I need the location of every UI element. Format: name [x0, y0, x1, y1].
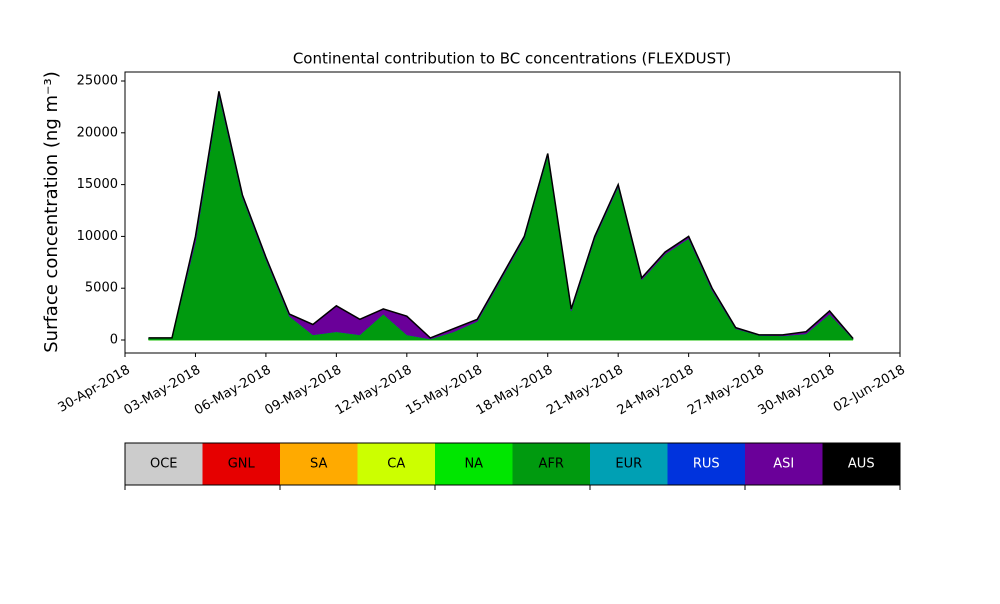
total-outline: [148, 91, 854, 339]
legend-label: SA: [310, 457, 327, 472]
x-tick-label: 02-Jun-2018: [831, 363, 908, 416]
legend-label: AFR: [539, 457, 564, 472]
y-axis-label: Surface concentration (ng m⁻³): [41, 71, 62, 353]
x-tick-label: 30-Apr-2018: [56, 363, 133, 416]
legend-ticks: [124, 485, 901, 490]
y-tick-label: 25000: [77, 74, 118, 89]
legend: OCE GNL SA CA NA AFR EUR RUS ASI AUS: [125, 443, 900, 485]
x-tick-label: 03-May-2018: [122, 363, 204, 419]
legend-label: OCE: [150, 457, 178, 472]
legend-swatch: [667, 443, 745, 485]
legend-swatch: [590, 443, 668, 485]
x-tick-label: 30-May-2018: [756, 363, 838, 419]
area: [148, 94, 854, 341]
legend-swatch: [280, 443, 358, 485]
legend-label: CA: [387, 457, 405, 472]
x-tick-label: 18-May-2018: [474, 363, 556, 419]
y-tick-label: 5000: [85, 281, 118, 296]
legend-swatch: [745, 443, 823, 485]
x-tick-label: 15-May-2018: [403, 363, 485, 419]
y-tick-label: 15000: [77, 177, 118, 192]
x-tick-label: 06-May-2018: [192, 363, 274, 419]
legend-label: AUS: [848, 457, 875, 472]
y-tick-label: 0: [110, 332, 118, 347]
legend-swatch: [435, 443, 513, 485]
plot-area: [148, 91, 854, 341]
x-tick-label: 21-May-2018: [544, 363, 626, 419]
x-tick-label: 09-May-2018: [262, 363, 344, 419]
x-tick-label: 27-May-2018: [685, 363, 767, 419]
y-tick-label: 10000: [77, 229, 118, 244]
legend-frame: [124, 442, 901, 486]
legend-swatch: [202, 443, 280, 485]
y-tick-label: 20000: [77, 125, 118, 140]
legend-swatch: [822, 443, 900, 485]
x-tick-label: 24-May-2018: [615, 363, 697, 419]
x-tick-label: 12-May-2018: [333, 363, 415, 419]
legend-label: GNL: [228, 457, 256, 472]
legend-label: RUS: [693, 457, 720, 472]
chart-title: Continental contribution to BC concentra…: [293, 50, 731, 68]
legend-label: ASI: [773, 457, 794, 472]
legend-swatch: [125, 443, 203, 485]
plot-frame: [124, 71, 901, 354]
legend-label: EUR: [615, 457, 642, 472]
legend-label: NA: [464, 457, 483, 472]
legend-swatch: [512, 443, 590, 485]
legend-swatch: [357, 443, 435, 485]
